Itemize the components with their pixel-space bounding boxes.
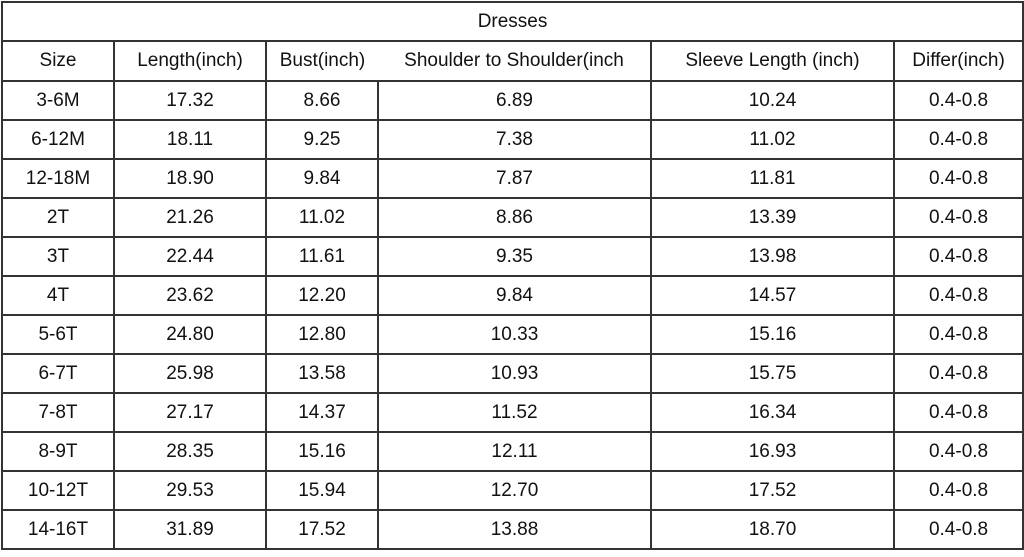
cell-shoulder: 10.93 [377,353,652,394]
cell-bust: 15.16 [265,431,379,472]
cell-length: 21.26 [113,197,267,238]
cell-shoulder: 12.70 [377,470,652,511]
cell-size: 10-12T [1,470,115,511]
cell-sleeve: 10.24 [650,80,895,121]
header-size: Size [1,40,115,82]
cell-shoulder: 13.88 [377,509,652,550]
cell-length: 17.32 [113,80,267,121]
cell-length: 18.90 [113,158,267,199]
cell-bust: 15.94 [265,470,379,511]
header-row: Size Length(inch) Bust(inch) Shoulder to… [1,40,1024,82]
header-shoulder: Shoulder to Shoulder(inch [378,40,652,82]
cell-shoulder: 10.33 [377,314,652,355]
cell-differ: 0.4-0.8 [892,236,1024,277]
cell-differ: 0.4-0.8 [892,158,1024,199]
cell-shoulder: 6.89 [377,80,652,121]
cell-sleeve: 17.52 [650,470,895,511]
cell-bust: 12.80 [265,314,379,355]
cell-bust: 11.02 [265,197,379,238]
cell-shoulder: 9.35 [377,236,652,277]
table-row: 6-7T 25.98 13.58 10.93 15.75 0.4-0.8 [1,353,1024,394]
title-row: Dresses [0,1,1024,42]
table-row: 14-16T 31.89 17.52 13.88 18.70 0.4-0.8 [1,509,1024,550]
cell-sleeve: 18.70 [650,509,895,550]
cell-sleeve: 11.81 [650,158,895,199]
table-row: 10-12T 29.53 15.94 12.70 17.52 0.4-0.8 [1,470,1024,511]
cell-size: 7-8T [1,392,115,433]
cell-length: 18.11 [113,119,267,160]
table-row: 2T 21.26 11.02 8.86 13.39 0.4-0.8 [1,197,1024,238]
cell-sleeve: 11.02 [650,119,895,160]
cell-size: 12-18M [1,158,115,199]
cell-sleeve: 15.16 [650,314,895,355]
cell-bust: 11.61 [265,236,379,277]
cell-size: 14-16T [1,509,115,550]
cell-bust: 9.25 [265,119,379,160]
cell-bust: 12.20 [265,275,379,316]
cell-differ: 0.4-0.8 [892,392,1024,433]
cell-size: 5-6T [1,314,115,355]
cell-differ: 0.4-0.8 [892,353,1024,394]
cell-differ: 0.4-0.8 [892,80,1024,121]
cell-shoulder: 9.84 [377,275,652,316]
cell-sleeve: 13.98 [650,236,895,277]
cell-sleeve: 16.93 [650,431,895,472]
cell-bust: 9.84 [265,158,379,199]
cell-differ: 0.4-0.8 [892,470,1024,511]
cell-sleeve: 13.39 [650,197,895,238]
header-bust: Bust(inch) [265,40,378,82]
cell-shoulder: 12.11 [377,431,652,472]
cell-bust: 8.66 [265,80,379,121]
cell-differ: 0.4-0.8 [892,197,1024,238]
cell-length: 23.62 [113,275,267,316]
cell-differ: 0.4-0.8 [892,119,1024,160]
table-row: 7-8T 27.17 14.37 11.52 16.34 0.4-0.8 [1,392,1024,433]
header-differ: Differ(inch) [892,40,1024,82]
cell-size: 2T [1,197,115,238]
cell-length: 31.89 [113,509,267,550]
cell-differ: 0.4-0.8 [892,509,1024,550]
cell-length: 28.35 [113,431,267,472]
cell-bust: 17.52 [265,509,379,550]
header-sleeve: Sleeve Length (inch) [650,40,895,82]
cell-size: 6-7T [1,353,115,394]
cell-shoulder: 7.87 [377,158,652,199]
cell-size: 4T [1,275,115,316]
cell-shoulder: 7.38 [377,119,652,160]
cell-size: 3T [1,236,115,277]
cell-differ: 0.4-0.8 [892,314,1024,355]
cell-differ: 0.4-0.8 [892,431,1024,472]
table-title: Dresses [0,1,1024,42]
cell-sleeve: 15.75 [650,353,895,394]
cell-differ: 0.4-0.8 [892,275,1024,316]
table-row: 6-12M 18.11 9.25 7.38 11.02 0.4-0.8 [1,119,1024,160]
cell-length: 24.80 [113,314,267,355]
cell-sleeve: 16.34 [650,392,895,433]
cell-length: 29.53 [113,470,267,511]
table-row: 12-18M 18.90 9.84 7.87 11.81 0.4-0.8 [1,158,1024,199]
table-row: 3-6M 17.32 8.66 6.89 10.24 0.4-0.8 [1,80,1024,121]
cell-bust: 13.58 [265,353,379,394]
table-row: 5-6T 24.80 12.80 10.33 15.16 0.4-0.8 [1,314,1024,355]
cell-length: 25.98 [113,353,267,394]
table-row: 3T 22.44 11.61 9.35 13.98 0.4-0.8 [1,236,1024,277]
cell-length: 27.17 [113,392,267,433]
cell-length: 22.44 [113,236,267,277]
cell-bust: 14.37 [265,392,379,433]
header-length: Length(inch) [113,40,267,82]
cell-shoulder: 8.86 [377,197,652,238]
cell-size: 3-6M [1,80,115,121]
table-row: 4T 23.62 12.20 9.84 14.57 0.4-0.8 [1,275,1024,316]
table-row: 8-9T 28.35 15.16 12.11 16.93 0.4-0.8 [1,431,1024,472]
cell-size: 8-9T [1,431,115,472]
cell-size: 6-12M [1,119,115,160]
cell-shoulder: 11.52 [377,392,652,433]
cell-sleeve: 14.57 [650,275,895,316]
